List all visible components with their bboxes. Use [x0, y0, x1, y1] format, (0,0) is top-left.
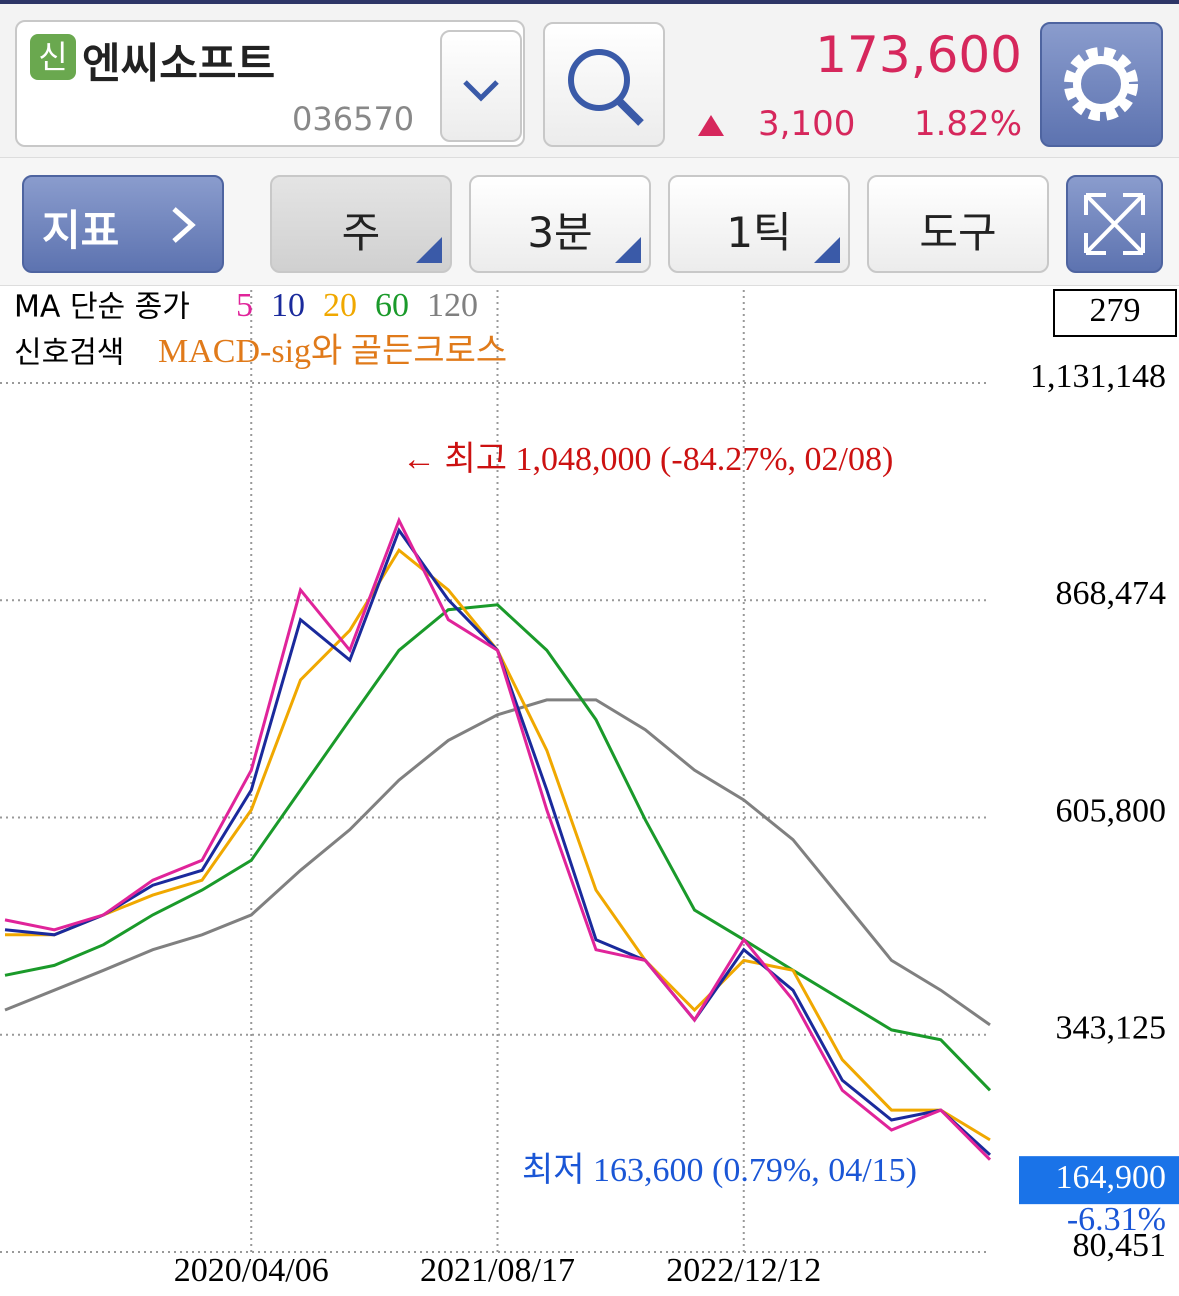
price: 173,600 [815, 26, 1022, 84]
legend-title: MA 단순 종가 [14, 290, 190, 325]
y-tick-label: 1,131,148 [1030, 358, 1166, 395]
menu-corner [416, 237, 442, 263]
chevron [463, 80, 499, 102]
current-price-label: 164,900 [1056, 1159, 1167, 1196]
stock-code: 036570 [292, 100, 415, 138]
y-tick-label: 80,451 [1073, 1227, 1167, 1264]
legend-entry: 5 [236, 287, 253, 324]
signal-name: MACD-sig와 골든크로스 [158, 333, 507, 370]
gear-icon [1064, 47, 1138, 121]
legend-entry: 120 [427, 287, 478, 324]
current-change: -6.31% [1067, 1201, 1166, 1238]
ma-line [4, 698, 991, 1027]
legend-entry: 60 [375, 287, 409, 324]
search-button[interactable] [543, 22, 665, 147]
toolbar-button[interactable]: 3분 [469, 175, 651, 273]
x-tick-label: 2021/08/17 [420, 1252, 575, 1289]
badge: 신 [30, 34, 76, 80]
signal-title: 신호검색 [14, 336, 124, 371]
toolbar-button-label: 주 [341, 208, 381, 257]
y-tick-label: 343,125 [1056, 1010, 1167, 1047]
y-tick-label: 605,800 [1056, 792, 1167, 829]
search-icon [568, 49, 644, 126]
expand-icon [1084, 193, 1145, 255]
toolbar-button-label: 3분 [527, 208, 593, 257]
arrow-icon [172, 207, 196, 243]
indicator-label: 지표 [42, 206, 120, 255]
legend-entry: 20 [323, 287, 357, 324]
current-price-box [1019, 1156, 1179, 1205]
menu-corner [615, 237, 641, 263]
change: 3,100 [758, 104, 856, 144]
high-label: ← 최고 1,048,000 (-84.27%, 02/08) [402, 441, 893, 478]
indicator-button[interactable]: 지표 [22, 175, 224, 273]
stock-name: 엔씨소프트 [82, 39, 276, 88]
settings-button[interactable] [1040, 22, 1163, 147]
counter: 279 [1090, 292, 1141, 329]
y-tick-label: 868,474 [1056, 575, 1167, 612]
toolbar-button[interactable]: 주 [270, 175, 452, 273]
toolbar-button[interactable]: 도구 [867, 175, 1049, 273]
counter-box [1053, 289, 1177, 337]
up-triangle [698, 115, 724, 136]
chart: MA 단순 종가 신호검색 MACD-sig와 골든크로스 279 80,451… [0, 287, 1179, 1289]
expand-button[interactable] [1066, 175, 1163, 273]
toolbar-button-label: 1틱 [726, 208, 792, 257]
toolbar: 지표 주 3분 1틱 도구 [0, 158, 1179, 286]
toolbar-button[interactable]: 1틱 [668, 175, 850, 273]
x-tick-label: 2022/12/12 [666, 1252, 821, 1289]
low-label: 최저 163,600 (0.79%, 04/15) [522, 1152, 917, 1189]
header: 신 엔씨소프트 036570 173,600 3,100 1.82% [0, 0, 1179, 158]
change-rate: 1.82% [913, 104, 1022, 144]
legend-entry: 10 [271, 287, 305, 324]
x-tick-label: 2020/04/06 [174, 1252, 329, 1289]
dropdown-button[interactable] [440, 30, 522, 142]
ma-line [4, 603, 992, 1092]
ma-line [4, 516, 992, 1161]
menu-corner [814, 237, 840, 263]
toolbar-button-label: 도구 [919, 208, 997, 257]
